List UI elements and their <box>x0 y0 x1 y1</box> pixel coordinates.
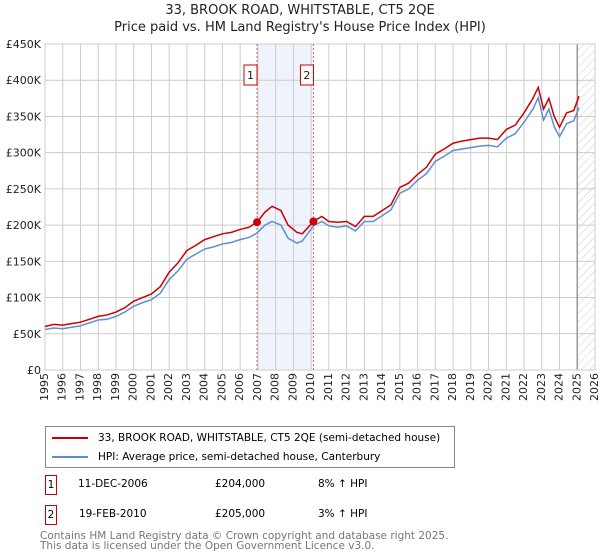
chart-subtitle: Price paid vs. HM Land Registry's House … <box>114 20 486 35</box>
x-tick-label: 2019 <box>464 373 477 401</box>
legend-item-property: 33, BROOK ROAD, WHITSTABLE, CT5 2QE (sem… <box>46 429 440 447</box>
x-tick-label: 2022 <box>517 373 530 401</box>
sale-point <box>309 217 318 226</box>
transaction-badge: 2 <box>45 505 57 525</box>
x-tick-label: 2021 <box>499 373 512 401</box>
transaction-date: 19-FEB-2010 <box>79 508 147 520</box>
x-tick-label: 2015 <box>393 373 406 401</box>
x-tick-label: 1995 <box>38 373 51 401</box>
footer: Contains HM Land Registry data © Crown c… <box>40 530 449 552</box>
price-paid-line <box>44 85 580 328</box>
x-tick-label: 2014 <box>375 373 388 401</box>
y-tick-label: £450K <box>6 38 42 51</box>
transaction-date: 11-DEC-2006 <box>78 478 148 490</box>
y-tick-label: £100K <box>6 292 42 305</box>
transaction-badge: 1 <box>45 475 57 495</box>
x-tick-label: 2001 <box>144 373 157 401</box>
shaded-period <box>257 44 314 370</box>
sale-badge <box>299 64 314 86</box>
y-tick-label: £50K <box>13 328 42 341</box>
x-tick-label: 2009 <box>286 373 299 401</box>
transaction-hpi: 8% ↑ HPI <box>318 478 368 490</box>
sale-badge <box>243 64 258 86</box>
x-tick-label: 2011 <box>322 373 335 401</box>
x-tick-label: 2016 <box>411 373 424 401</box>
legend: 33, BROOK ROAD, WHITSTABLE, CT5 2QE (sem… <box>45 426 455 468</box>
footer-licence: This data is licensed under the Open Gov… <box>40 540 375 552</box>
transaction-hpi: 3% ↑ HPI <box>318 508 368 520</box>
legend-label: HPI: Average price, semi-detached house,… <box>98 451 381 463</box>
transaction-price: £204,000 <box>215 478 266 490</box>
x-tick-label: 2005 <box>215 373 228 401</box>
legend-label: 33, BROOK ROAD, WHITSTABLE, CT5 2QE (sem… <box>98 432 441 444</box>
y-tick-label: £150K <box>6 255 42 268</box>
x-tick-label: 1996 <box>56 373 69 401</box>
blue-line-swatch <box>52 456 88 458</box>
hpi-line <box>44 95 580 331</box>
x-tick-label: 2003 <box>180 373 193 401</box>
sale-point <box>253 218 262 227</box>
x-tick-label: 2024 <box>553 373 566 401</box>
price-chart: £0 £50K £100K £150K £200K £250K £300K £350K £400… <box>6 38 600 401</box>
x-tick-label: 2002 <box>162 373 175 401</box>
x-tick-label: 2020 <box>482 373 495 401</box>
x-tick-label: 1998 <box>91 373 104 401</box>
x-tick-label: 2008 <box>269 373 282 401</box>
transaction-price: £205,000 <box>215 508 266 520</box>
red-line-swatch <box>52 437 88 439</box>
x-tick-label: 1997 <box>73 373 86 401</box>
x-tick-label: 1999 <box>109 373 122 401</box>
x-tick-label: 2012 <box>340 373 353 401</box>
y-tick-label: £350K <box>6 110 42 123</box>
x-tick-label: 2026 <box>588 373 600 401</box>
y-tick-label: £200K <box>6 219 42 232</box>
x-tick-label: 2013 <box>357 373 370 401</box>
y-tick-label: £0 <box>27 364 41 377</box>
y-tick-label: £300K <box>6 147 42 160</box>
legend-item-hpi: HPI: Average price, semi-detached house,… <box>46 448 380 466</box>
sale-badge-label: 2 <box>303 69 310 82</box>
plot-border <box>44 43 596 371</box>
forecast-hatch <box>577 44 595 370</box>
y-tick-label: £400K <box>6 74 42 87</box>
x-tick-label: 2017 <box>428 373 441 401</box>
x-tick-label: 2018 <box>446 373 459 401</box>
y-tick-label: £250K <box>6 183 42 196</box>
x-tick-label: 2023 <box>535 373 548 401</box>
x-tick-label: 2006 <box>233 373 246 401</box>
chart-title: 33, BROOK ROAD, WHITSTABLE, CT5 2QE <box>165 3 435 18</box>
x-tick-label: 2007 <box>251 373 264 401</box>
footer-copyright: Contains HM Land Registry data © Crown c… <box>40 530 449 542</box>
x-tick-label: 2004 <box>198 373 211 401</box>
sale-badge-label: 1 <box>247 69 254 82</box>
x-tick-label: 2025 <box>570 373 583 401</box>
x-tick-label: 2010 <box>304 373 317 401</box>
x-tick-label: 2000 <box>127 373 140 401</box>
